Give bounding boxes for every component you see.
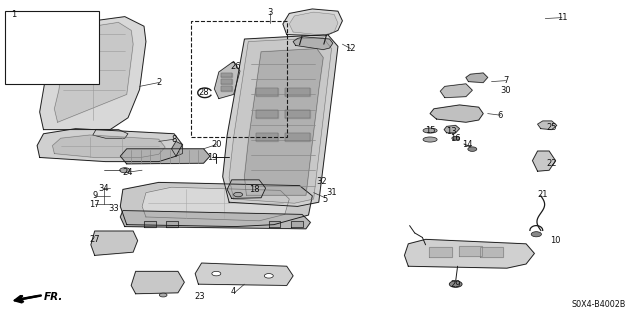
Text: 7: 7 (503, 76, 508, 85)
Polygon shape (285, 88, 310, 96)
Polygon shape (91, 231, 138, 255)
Polygon shape (285, 110, 310, 118)
Text: 10: 10 (550, 236, 561, 245)
Polygon shape (256, 110, 278, 118)
Polygon shape (480, 247, 503, 257)
Text: 28: 28 (198, 88, 209, 97)
Polygon shape (269, 221, 280, 227)
Circle shape (234, 192, 243, 197)
Polygon shape (93, 130, 128, 138)
Polygon shape (256, 133, 278, 141)
Polygon shape (120, 211, 310, 229)
Polygon shape (283, 9, 342, 36)
Polygon shape (195, 263, 293, 285)
Polygon shape (293, 37, 333, 50)
Text: 5: 5 (323, 195, 328, 204)
Polygon shape (223, 35, 338, 206)
Text: 18: 18 (250, 185, 260, 194)
Circle shape (468, 147, 477, 151)
Text: 13: 13 (447, 127, 457, 136)
Text: 24: 24 (123, 168, 133, 177)
Polygon shape (429, 247, 452, 257)
Text: 32: 32 (316, 177, 326, 186)
Circle shape (159, 293, 167, 297)
Polygon shape (538, 121, 557, 130)
Polygon shape (37, 129, 182, 162)
Polygon shape (120, 149, 210, 164)
Polygon shape (131, 271, 184, 294)
Text: 31: 31 (326, 188, 337, 197)
Text: 8: 8 (172, 135, 177, 144)
Polygon shape (291, 221, 303, 227)
Polygon shape (221, 73, 232, 77)
Bar (191, 21, 287, 137)
Text: 29: 29 (451, 280, 461, 289)
Text: 15: 15 (425, 126, 435, 135)
Text: 11: 11 (557, 13, 567, 22)
Text: 16: 16 (451, 134, 461, 143)
Text: 27: 27 (90, 235, 100, 244)
Text: 6: 6 (498, 111, 503, 120)
Polygon shape (221, 86, 232, 91)
Text: 17: 17 (90, 200, 100, 209)
Polygon shape (532, 151, 556, 171)
Text: 21: 21 (538, 190, 548, 199)
Polygon shape (444, 125, 460, 133)
Text: 2: 2 (156, 78, 161, 87)
Text: 3: 3 (268, 8, 273, 17)
Polygon shape (440, 84, 472, 98)
Polygon shape (166, 221, 178, 227)
Text: 33: 33 (109, 204, 119, 213)
Circle shape (531, 232, 541, 237)
Polygon shape (459, 246, 482, 256)
Circle shape (264, 274, 273, 278)
Polygon shape (256, 88, 278, 96)
Polygon shape (227, 180, 266, 198)
Polygon shape (289, 12, 338, 35)
Circle shape (120, 168, 130, 173)
Ellipse shape (423, 137, 437, 142)
Text: 30: 30 (500, 86, 511, 95)
Text: 25: 25 (547, 123, 557, 132)
Polygon shape (430, 105, 483, 122)
Polygon shape (285, 133, 310, 141)
Polygon shape (40, 17, 146, 130)
Text: 1: 1 (12, 10, 17, 19)
Text: 14: 14 (462, 140, 472, 149)
Text: FR.: FR. (44, 292, 63, 302)
Polygon shape (221, 79, 232, 84)
Polygon shape (144, 221, 156, 227)
Text: 4: 4 (231, 287, 236, 296)
Polygon shape (404, 239, 534, 268)
Text: S0X4-B4002B: S0X4-B4002B (572, 300, 626, 309)
Polygon shape (20, 50, 69, 67)
Circle shape (212, 271, 221, 276)
Polygon shape (52, 135, 165, 157)
Text: 26: 26 (230, 62, 241, 71)
Polygon shape (466, 73, 488, 83)
Polygon shape (54, 22, 133, 122)
Text: 22: 22 (547, 159, 557, 168)
Text: 12: 12 (346, 44, 356, 53)
Text: 19: 19 (207, 153, 218, 162)
Text: 20: 20 (211, 140, 221, 149)
Text: 34: 34 (99, 184, 109, 193)
Ellipse shape (423, 128, 437, 133)
Circle shape (452, 136, 460, 140)
Polygon shape (244, 49, 323, 195)
Polygon shape (142, 187, 289, 221)
Text: 9: 9 (92, 191, 97, 200)
Polygon shape (172, 141, 182, 156)
Polygon shape (214, 61, 240, 99)
Polygon shape (120, 182, 312, 227)
Polygon shape (229, 38, 332, 203)
Circle shape (449, 281, 462, 287)
Bar (5, 11, 99, 84)
Text: 23: 23 (195, 292, 205, 301)
